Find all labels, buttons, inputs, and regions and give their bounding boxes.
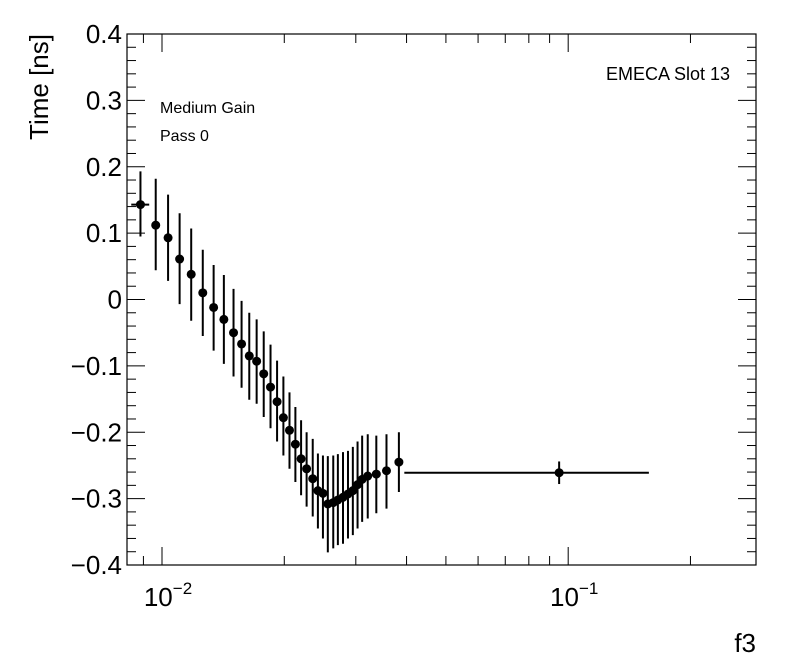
point-marker xyxy=(291,440,300,449)
annotation-slot: EMECA Slot 13 xyxy=(606,64,730,84)
point-marker xyxy=(259,369,268,378)
y-tick-label: −0.2 xyxy=(71,417,122,447)
data-point xyxy=(285,392,294,468)
data-point xyxy=(198,250,207,336)
point-marker xyxy=(372,470,381,479)
data-point xyxy=(259,331,268,417)
point-marker xyxy=(308,474,317,483)
point-marker xyxy=(219,315,228,324)
point-marker xyxy=(394,458,403,467)
data-point xyxy=(229,289,238,377)
data-points xyxy=(131,171,649,552)
y-axis-title: Time [ns] xyxy=(24,34,54,140)
point-marker xyxy=(164,233,173,242)
data-point xyxy=(297,420,306,495)
data-point xyxy=(363,434,372,518)
data-point xyxy=(245,313,254,400)
annotation-pass: Pass 0 xyxy=(160,128,209,145)
point-marker xyxy=(555,468,564,477)
point-marker xyxy=(187,270,196,279)
point-marker xyxy=(209,303,218,312)
data-point xyxy=(348,447,357,535)
data-point xyxy=(219,275,228,364)
data-point xyxy=(382,434,391,508)
data-point xyxy=(237,301,246,388)
point-marker xyxy=(252,357,261,366)
data-point xyxy=(291,407,300,482)
point-marker xyxy=(279,413,288,422)
point-marker xyxy=(285,426,294,435)
y-tick-label: 0.4 xyxy=(86,19,122,49)
data-point xyxy=(151,179,160,271)
y-tick-label: 0.2 xyxy=(86,152,122,182)
data-point xyxy=(318,455,327,538)
point-marker xyxy=(245,351,254,360)
data-point xyxy=(308,439,317,517)
y-tick-label: 0.3 xyxy=(86,85,122,115)
point-marker xyxy=(297,454,306,463)
data-point xyxy=(279,376,288,455)
data-point xyxy=(131,171,149,236)
y-tick-label: −0.1 xyxy=(71,351,122,381)
data-point xyxy=(302,432,311,506)
y-tick-label: 0 xyxy=(108,285,122,315)
data-point xyxy=(273,361,282,442)
point-marker xyxy=(302,464,311,473)
y-tick-labels: 0.4 0.3 0.2 0.1 0 −0.1 −0.2 −0.3 −0.4 xyxy=(71,19,122,580)
point-marker xyxy=(175,255,184,264)
data-point xyxy=(175,213,184,304)
data-point xyxy=(404,461,649,484)
x-tick-labels: 10−2 10−1 xyxy=(144,579,598,612)
data-point xyxy=(266,345,275,429)
data-point xyxy=(209,265,218,351)
annotation-gain: Medium Gain xyxy=(160,100,255,117)
y-tick-label: 0.1 xyxy=(86,218,122,248)
point-marker xyxy=(151,221,160,230)
x-tick-label: 10−2 xyxy=(144,579,192,612)
point-marker xyxy=(229,328,238,337)
point-marker xyxy=(363,472,372,481)
point-marker xyxy=(136,200,145,209)
point-marker xyxy=(198,288,207,297)
data-point xyxy=(187,228,196,320)
x-tick-label: 10−1 xyxy=(550,579,598,612)
y-tick-label: −0.4 xyxy=(71,550,122,580)
y-tick-label: −0.3 xyxy=(71,484,122,514)
data-point xyxy=(394,432,403,492)
point-marker xyxy=(266,383,275,392)
point-marker xyxy=(318,489,327,498)
data-point xyxy=(252,319,261,403)
data-point xyxy=(353,442,362,529)
point-marker xyxy=(273,397,282,406)
data-point xyxy=(372,436,381,514)
data-point xyxy=(164,195,173,281)
point-marker xyxy=(237,339,246,348)
point-marker xyxy=(382,466,391,475)
x-axis-title: f3 xyxy=(734,628,756,658)
